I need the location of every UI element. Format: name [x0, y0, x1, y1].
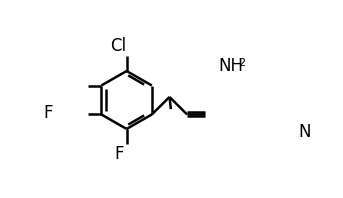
Text: 2: 2	[238, 58, 245, 68]
Text: F: F	[114, 145, 123, 163]
Text: Cl: Cl	[110, 37, 127, 55]
Text: N: N	[298, 123, 310, 141]
Text: F: F	[44, 104, 53, 122]
Text: NH: NH	[218, 57, 243, 75]
